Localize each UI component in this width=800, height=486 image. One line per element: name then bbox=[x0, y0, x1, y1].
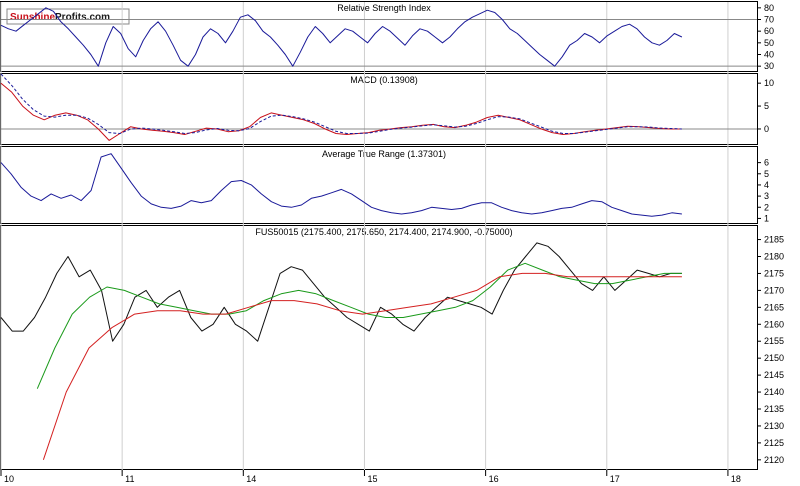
y-tick-label: 5 bbox=[764, 101, 769, 111]
atr-line bbox=[0, 153, 682, 217]
y-tick-label: 2180 bbox=[764, 252, 784, 262]
y-tick-label: 60 bbox=[764, 26, 774, 36]
y-tick-label: 30 bbox=[764, 61, 774, 71]
x-tick-label: 11 bbox=[125, 474, 134, 484]
y-tick-label: 80 bbox=[764, 3, 774, 13]
y-tick-label: 2150 bbox=[764, 353, 784, 363]
price-title: FUS50015 (2175.400, 2175.650, 2174.400, … bbox=[255, 227, 512, 237]
rsi-line bbox=[0, 7, 683, 67]
y-tick-label: 2160 bbox=[764, 319, 784, 329]
x-tick-label: 15 bbox=[367, 474, 377, 484]
rsi-title: Relative Strength Index bbox=[337, 3, 431, 13]
y-tick-label: 70 bbox=[764, 15, 774, 25]
x-tick-label: 10 bbox=[4, 474, 14, 484]
signal-line bbox=[0, 73, 682, 134]
y-tick-label: 2165 bbox=[764, 302, 784, 312]
x-tick-label: 17 bbox=[610, 474, 620, 484]
y-tick-label: 2155 bbox=[764, 336, 784, 346]
macd-panel: 0 5 10 bbox=[0, 73, 774, 141]
y-tick-label: 2185 bbox=[764, 235, 784, 245]
y-tick-label: 10 bbox=[764, 78, 774, 88]
y-tick-label: 0 bbox=[764, 124, 769, 134]
x-tick-label: 14 bbox=[246, 474, 256, 484]
x-axis: 10 11 14 15 16 17 18 bbox=[0, 470, 741, 484]
y-tick-label: 40 bbox=[764, 50, 774, 60]
y-tick-label: 2145 bbox=[764, 370, 784, 380]
y-tick-label: 4 bbox=[764, 180, 769, 190]
y-tick-label: 2120 bbox=[764, 455, 784, 465]
macd-title: MACD (0.13908) bbox=[350, 75, 418, 85]
y-tick-label: 6 bbox=[764, 158, 769, 168]
price-line bbox=[0, 242, 682, 342]
x-tick-label: 16 bbox=[489, 474, 499, 484]
y-tick-label: 5 bbox=[764, 169, 769, 179]
ma_long-line bbox=[42, 272, 682, 460]
price-panel: 2120 2125 2130 2135 2140 2145 2150 2155 2160 2165… bbox=[0, 235, 784, 465]
x-tick-label: 18 bbox=[731, 474, 741, 484]
y-tick-label: 2170 bbox=[764, 285, 784, 295]
ma_short-line bbox=[36, 262, 682, 389]
atr-title: Average True Range (1.37301) bbox=[322, 149, 446, 159]
y-tick-label: 2175 bbox=[764, 268, 784, 278]
y-tick-label: 2130 bbox=[764, 421, 784, 431]
y-tick-label: 2 bbox=[764, 202, 769, 212]
y-tick-label: 2135 bbox=[764, 404, 784, 414]
y-tick-label: 1 bbox=[764, 213, 769, 223]
sunshine-profits-logo: SunshineProfits.com bbox=[6, 8, 130, 25]
y-tick-label: 50 bbox=[764, 38, 774, 48]
y-tick-label: 3 bbox=[764, 191, 769, 201]
y-tick-label: 2140 bbox=[764, 387, 784, 397]
vertical-gridlines bbox=[0, 2, 729, 472]
macd-line bbox=[0, 82, 682, 141]
y-tick-label: 2125 bbox=[764, 438, 784, 448]
logo-text-part2: Profits.com bbox=[55, 12, 110, 23]
